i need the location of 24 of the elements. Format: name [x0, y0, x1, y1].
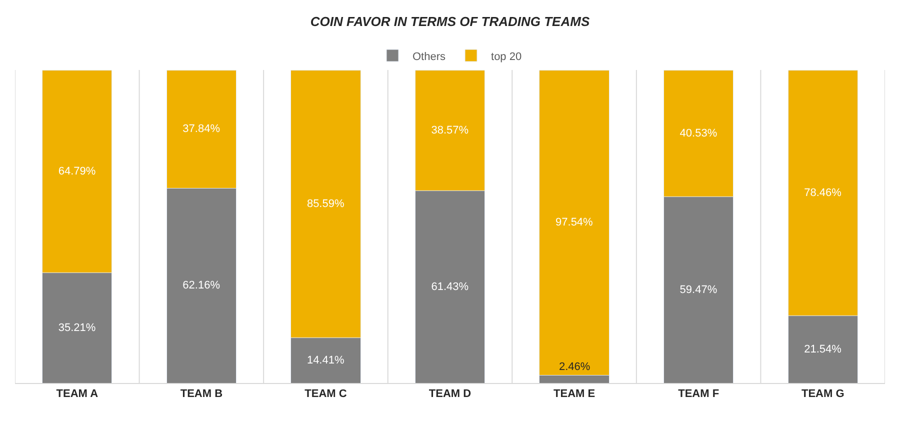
x-tick-label: TEAM C [304, 388, 347, 400]
x-tick-label: TEAM B [180, 388, 223, 400]
data-label: 64.79% [58, 165, 96, 178]
legend-label: Others [412, 50, 446, 63]
x-tick-label: TEAM F [678, 388, 720, 400]
data-label: 85.59% [306, 198, 344, 210]
data-label: 61.43% [431, 280, 469, 293]
data-label: 37.84% [182, 123, 220, 136]
data-label: 97.54% [556, 216, 594, 229]
x-tick-label: TEAM D [428, 388, 472, 400]
data-label: 78.46% [804, 186, 842, 199]
x-tick-label: TEAM A [56, 388, 98, 400]
x-tick-label: TEAM E [554, 388, 596, 400]
data-label: 35.21% [58, 322, 96, 334]
data-label: 21.54% [804, 343, 842, 356]
data-label: 2.46% [559, 361, 590, 373]
data-label: 14.41% [306, 354, 344, 366]
data-label: 62.16% [182, 280, 220, 292]
chart-title: COIN FAVOR IN TERMS OF TRADING TEAMS [310, 14, 590, 30]
data-label: 40.53% [680, 127, 718, 140]
x-tick-label: TEAM G [801, 388, 844, 400]
data-label: 59.47% [680, 284, 718, 296]
data-label: 38.57% [431, 124, 469, 136]
legend-label: top 20 [491, 50, 522, 63]
